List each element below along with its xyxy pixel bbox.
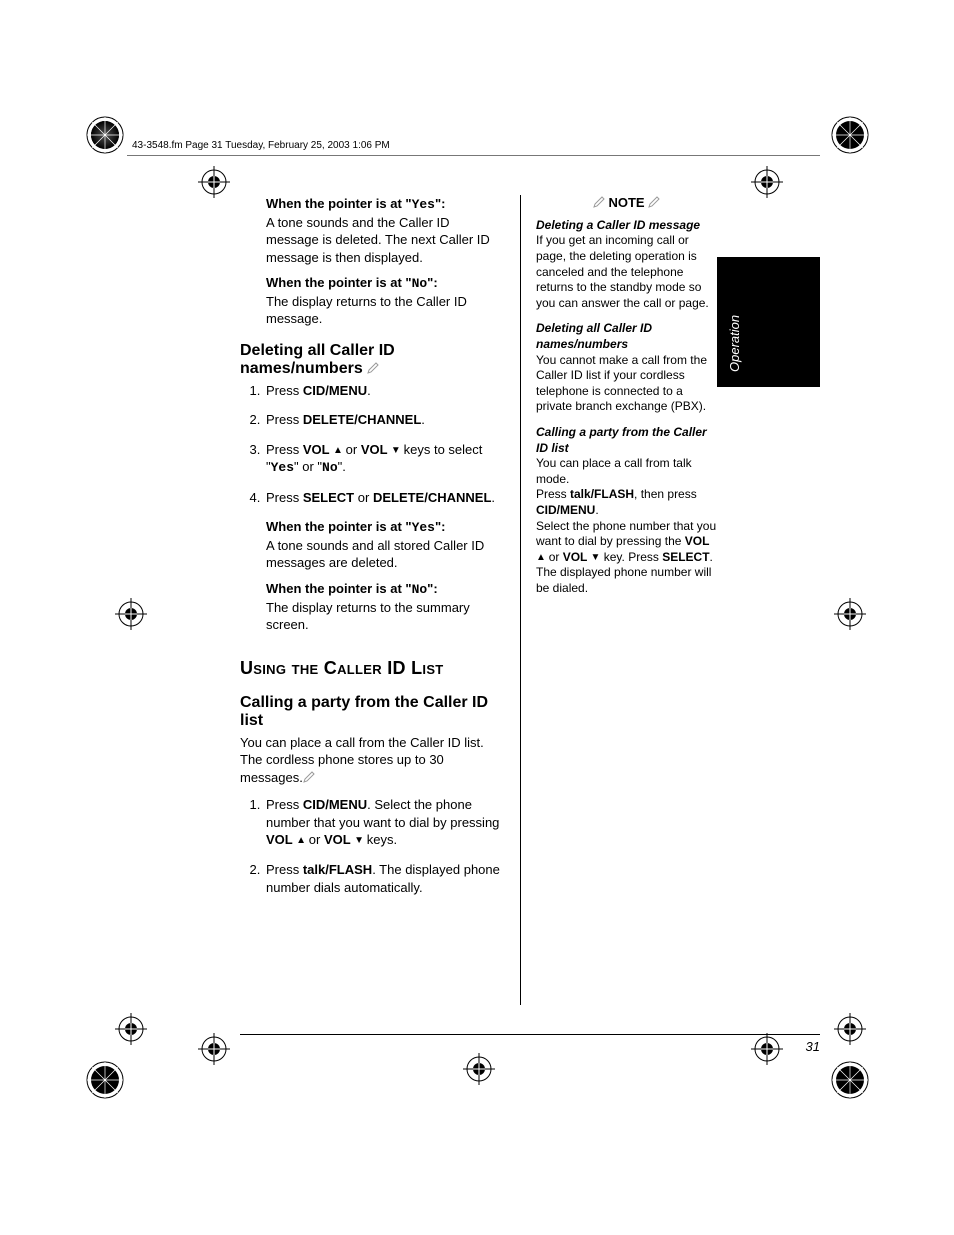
pointer-no-1: When the pointer is at "No":The display … [266,274,502,328]
pencil-icon [367,362,379,374]
list-item: Press SELECT or DELETE/CHANNEL. [264,489,502,507]
note-heading: NOTE [536,195,717,212]
heading-using-cid-list: Using the Caller ID List [240,656,502,680]
reg-mark [198,1033,230,1065]
reg-mark [463,1053,495,1085]
heading-delete-all: Deleting all Caller ID names/numbers [240,342,502,379]
section-tab: Operation [717,257,820,387]
crop-mark-br [818,1048,870,1100]
down-arrow-icon: ▼ [391,445,404,456]
calling-party-body: You can place a call from the Caller ID … [240,734,502,787]
reg-mark [834,1013,866,1045]
reg-mark [751,1033,783,1065]
crop-mark-tr [818,115,870,167]
note-delete-all: Deleting all Caller ID names/numbers You… [536,321,717,415]
pointer-yes-1: When the pointer is at "Yes":A tone soun… [266,195,502,266]
reg-mark [115,1013,147,1045]
pointer-no-2: When the pointer is at "No":The display … [266,580,502,634]
reg-mark [198,166,230,198]
note-delete-msg: Deleting a Caller ID message If you get … [536,218,717,312]
main-column: When the pointer is at "Yes":A tone soun… [240,195,520,908]
crop-mark-tl [85,115,137,167]
up-arrow-icon: ▲ [536,552,549,563]
heading-calling-party: Calling a party from the Caller ID list [240,694,502,731]
up-arrow-icon: ▲ [333,445,346,456]
delete-all-steps: Press CID/MENU. Press DELETE/CHANNEL. Pr… [240,382,502,507]
crop-mark-bl [85,1048,137,1100]
sidebar-column: Operation NOTE Deleting a Caller ID mess… [520,195,717,1005]
up-arrow-icon: ▲ [296,835,309,846]
down-arrow-icon: ▼ [354,835,367,846]
list-item: Press talk/FLASH. The displayed phone nu… [264,861,502,896]
doc-header: 43-3548.fm Page 31 Tuesday, February 25,… [132,140,390,151]
list-item: Press DELETE/CHANNEL. [264,411,502,429]
pointer-yes-2: When the pointer is at "Yes":A tone soun… [266,518,502,572]
note-calling-party: Calling a party from the Caller ID list … [536,425,717,597]
pencil-icon [648,196,660,208]
reg-mark [115,598,147,630]
reg-mark [834,598,866,630]
section-tab-label: Operation [727,315,744,372]
list-item: Press CID/MENU. Select the phone number … [264,796,502,849]
calling-steps: Press CID/MENU. Select the phone number … [240,796,502,896]
header-rule [127,155,820,156]
page-number: 31 [806,1039,820,1054]
reg-mark [751,166,783,198]
down-arrow-icon: ▼ [591,552,601,563]
list-item: Press VOL ▲ or VOL ▼ keys to select "Yes… [264,441,502,477]
pencil-icon [593,196,605,208]
page-frame: When the pointer is at "Yes":A tone soun… [240,195,820,1035]
list-item: Press CID/MENU. [264,382,502,400]
pencil-icon [303,771,315,783]
